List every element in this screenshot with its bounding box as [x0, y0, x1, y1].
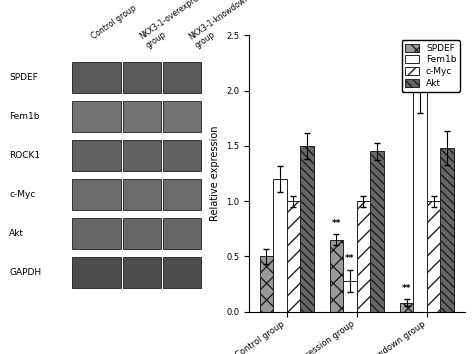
Bar — [123, 257, 161, 288]
Bar — [413, 91, 427, 312]
Bar — [343, 281, 357, 312]
Bar — [370, 152, 383, 312]
Text: NKX3-1-knowdown
group: NKX3-1-knowdown group — [187, 0, 257, 50]
Bar — [400, 303, 413, 312]
Bar — [123, 62, 161, 93]
Text: Fem1b: Fem1b — [9, 112, 40, 121]
Bar — [123, 101, 161, 132]
Bar — [163, 257, 201, 288]
Text: GAPDH: GAPDH — [9, 268, 41, 277]
Bar — [273, 179, 287, 312]
Bar — [163, 179, 201, 210]
Bar — [287, 201, 300, 312]
Text: **: ** — [402, 284, 411, 293]
Bar — [440, 148, 454, 312]
Y-axis label: Relative expression: Relative expression — [210, 126, 220, 221]
Bar — [427, 201, 440, 312]
Bar — [300, 146, 314, 312]
Text: SPDEF: SPDEF — [9, 73, 38, 82]
Text: c-Myc: c-Myc — [9, 190, 36, 199]
Bar — [163, 62, 201, 93]
Legend: SPDEF, Fem1b, c-Myc, Akt: SPDEF, Fem1b, c-Myc, Akt — [401, 40, 460, 92]
Bar — [163, 218, 201, 249]
Bar — [72, 218, 120, 249]
Text: NKX3-1-overexpression
group: NKX3-1-overexpression group — [138, 0, 223, 50]
Bar — [260, 256, 273, 312]
Bar — [72, 140, 120, 171]
Bar — [123, 179, 161, 210]
Text: Control group: Control group — [90, 4, 137, 41]
Bar — [330, 240, 343, 312]
Bar — [123, 218, 161, 249]
Bar — [123, 140, 161, 171]
Bar — [72, 257, 120, 288]
Text: **: ** — [345, 254, 355, 263]
Bar — [72, 179, 120, 210]
Bar — [357, 201, 370, 312]
Text: **: ** — [415, 53, 425, 62]
Bar — [72, 62, 120, 93]
Bar — [72, 101, 120, 132]
Text: ROCK1: ROCK1 — [9, 151, 40, 160]
Bar — [163, 140, 201, 171]
Text: Akt: Akt — [9, 229, 24, 238]
Text: **: ** — [332, 218, 341, 228]
Bar — [163, 101, 201, 132]
